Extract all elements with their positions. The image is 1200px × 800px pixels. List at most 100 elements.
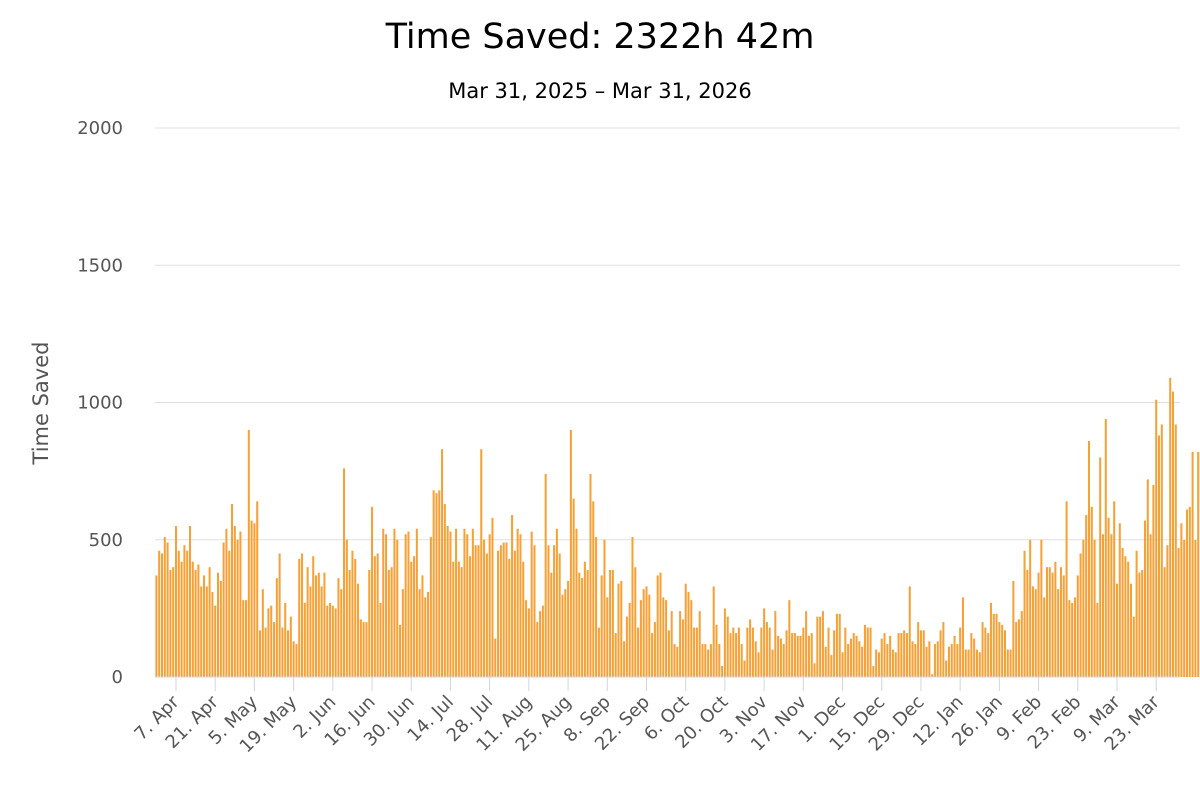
bar — [357, 583, 360, 677]
chart-title: Time Saved: 2322h 42m — [385, 17, 815, 57]
bar — [939, 630, 942, 677]
bar — [1003, 630, 1006, 677]
bar — [707, 649, 710, 677]
bar — [1169, 377, 1172, 677]
bar — [379, 602, 382, 677]
bar — [424, 597, 427, 677]
bar — [735, 633, 738, 677]
bar — [824, 646, 827, 677]
bar — [754, 641, 757, 677]
bar — [373, 556, 376, 677]
bar — [457, 561, 460, 677]
bar — [922, 630, 925, 677]
bar — [166, 542, 169, 677]
bar — [197, 564, 200, 677]
bar — [967, 649, 970, 677]
bar — [645, 586, 648, 677]
bar — [211, 591, 214, 677]
bar — [1129, 583, 1132, 677]
bar — [833, 630, 836, 677]
bar — [746, 627, 749, 677]
bar — [270, 605, 273, 677]
bar — [329, 602, 332, 677]
bar — [1001, 624, 1004, 677]
bar — [513, 550, 516, 677]
bar — [830, 655, 833, 677]
bar — [816, 616, 819, 677]
bar — [609, 569, 612, 677]
y-axis-label: Time Saved — [29, 342, 53, 466]
bar — [225, 528, 228, 677]
bar — [343, 468, 346, 677]
bar — [827, 627, 830, 677]
bar — [869, 627, 872, 677]
bar — [961, 597, 964, 677]
bar — [365, 622, 368, 677]
bar — [1166, 545, 1169, 677]
bar — [1174, 424, 1177, 677]
bar — [981, 622, 984, 677]
bar — [978, 652, 981, 677]
bar — [1037, 572, 1040, 677]
bar — [359, 619, 362, 677]
bar — [295, 644, 298, 677]
bar — [760, 627, 763, 677]
bar — [544, 473, 547, 677]
bar — [351, 550, 354, 677]
bar — [919, 630, 922, 677]
bar — [875, 649, 878, 677]
bar — [1009, 649, 1012, 677]
bar — [1062, 575, 1065, 677]
bar — [861, 646, 864, 677]
bar — [497, 550, 500, 677]
bar — [662, 597, 665, 677]
bar — [217, 572, 220, 677]
bar — [488, 534, 491, 677]
bar — [995, 613, 998, 677]
bar — [693, 627, 696, 677]
bar — [301, 553, 304, 677]
bar — [729, 633, 732, 677]
bar — [1012, 580, 1015, 677]
chart-subtitle: Mar 31, 2025 – Mar 31, 2026 — [448, 79, 751, 103]
y-axis-ticks: 0 500 1000 1500 2000 — [77, 118, 123, 688]
bar — [525, 600, 528, 677]
bar — [550, 572, 553, 677]
bar — [1127, 561, 1130, 677]
bar — [732, 627, 735, 677]
bar — [435, 493, 438, 677]
bar — [796, 635, 799, 677]
bar — [474, 545, 477, 677]
bar — [709, 644, 712, 677]
bar — [782, 644, 785, 677]
bar — [315, 575, 318, 677]
bar — [701, 644, 704, 677]
bar — [1160, 424, 1163, 677]
bar — [385, 534, 388, 677]
bar — [614, 633, 617, 677]
bar — [180, 561, 183, 677]
bar — [821, 611, 824, 677]
bar — [505, 542, 508, 677]
bar — [527, 608, 530, 678]
bar — [264, 627, 267, 677]
bar — [1040, 539, 1043, 677]
bar — [723, 608, 726, 678]
bar — [849, 638, 852, 677]
bar — [1048, 567, 1051, 677]
bar — [835, 613, 838, 677]
bar — [239, 531, 242, 677]
bar — [886, 644, 889, 677]
bar — [933, 644, 936, 677]
bar — [1099, 457, 1102, 677]
bar — [617, 583, 620, 677]
bar — [382, 528, 385, 677]
bar — [970, 633, 973, 677]
bar — [1163, 567, 1166, 677]
bar — [785, 630, 788, 677]
bar — [312, 556, 315, 677]
bar — [883, 633, 886, 677]
bar — [191, 561, 194, 677]
bar — [1082, 539, 1085, 677]
bar — [1015, 622, 1018, 677]
